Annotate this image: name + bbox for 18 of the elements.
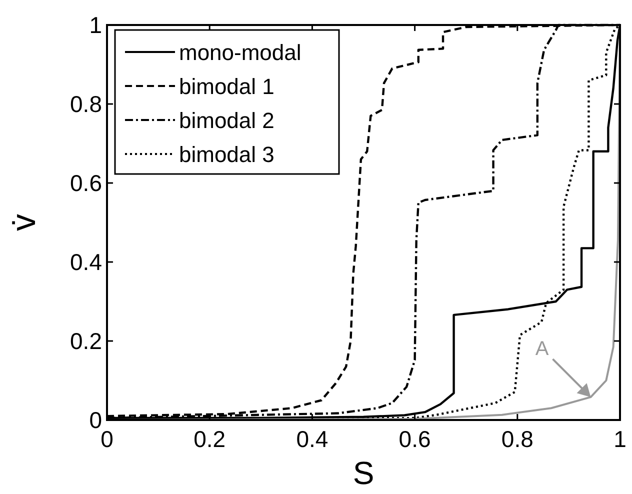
annotation: A (535, 338, 550, 360)
y-tick-label: 1 (89, 12, 102, 38)
x-axis-title: S (352, 455, 374, 491)
legend-label: bimodal 3 (179, 142, 274, 167)
x-tick-label: 1 (614, 426, 626, 452)
y-tick-label: 0 (89, 407, 102, 433)
x-tick-label: 0.6 (398, 426, 431, 452)
legend-label: bimodal 1 (179, 74, 274, 99)
y-tick-label: 0.8 (70, 91, 102, 117)
y-tick-label: 0.2 (70, 328, 102, 354)
y-tick-label: 0.4 (70, 249, 102, 275)
x-tick-label: 0.8 (501, 426, 534, 452)
x-tick-label: 0.4 (296, 426, 328, 452)
x-tick-label: 0.2 (194, 426, 226, 452)
y-axis-title: v̇ (5, 214, 43, 231)
y-tick-label: 0.6 (70, 170, 102, 196)
legend-label: bimodal 2 (179, 108, 274, 133)
legend-label: mono-modal (179, 40, 302, 65)
